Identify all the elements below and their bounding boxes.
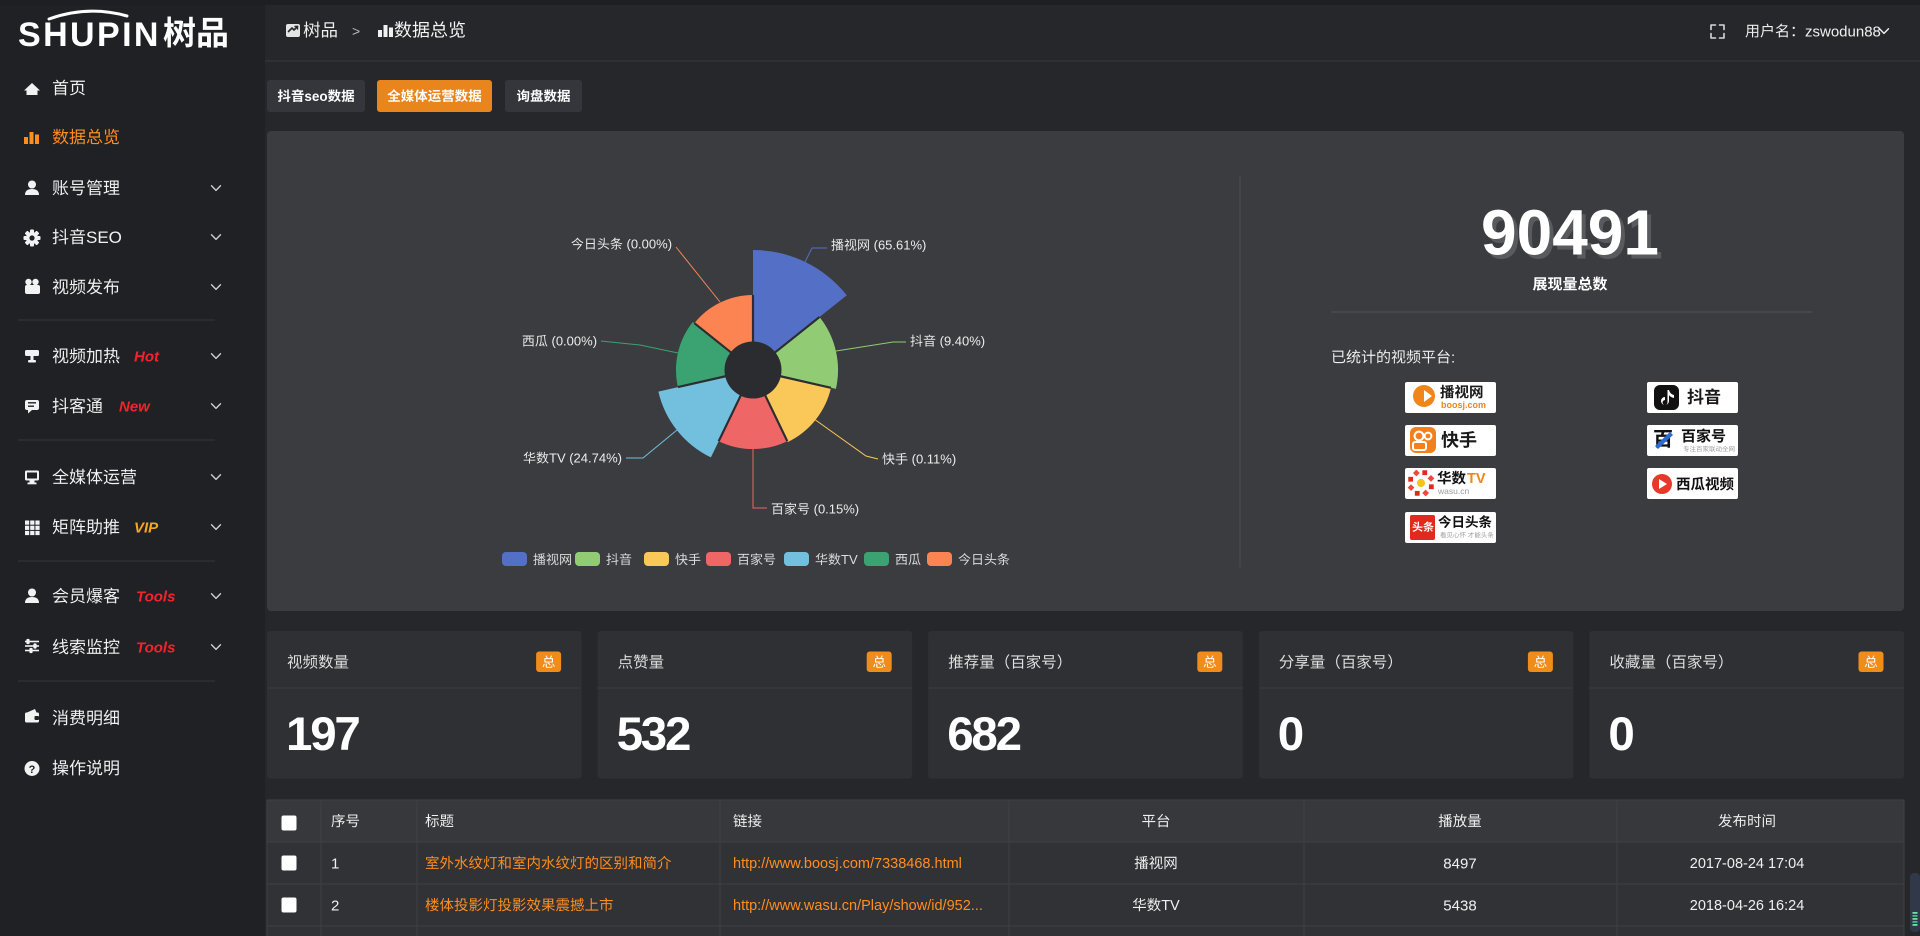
svg-text:5438: 5438 [1443, 897, 1476, 914]
svg-text:Tools: Tools [136, 639, 175, 656]
svg-text:(9.40%): (9.40%) [936, 334, 985, 349]
svg-text:2: 2 [331, 897, 339, 914]
svg-text:boosj.com: boosj.com [1441, 400, 1486, 410]
svg-text:532: 532 [617, 708, 690, 761]
svg-text:http://www.boosj.com/7338468.h: http://www.boosj.com/7338468.html [733, 856, 962, 872]
svg-text:TV (24.74%): TV (24.74%) [549, 451, 622, 466]
svg-text:VIP: VIP [134, 519, 159, 536]
svg-text:zswodun88: zswodun88 [1805, 23, 1881, 40]
svg-text:wasu.cn: wasu.cn [1437, 486, 1469, 496]
svg-text:TV: TV [841, 552, 858, 567]
svg-text:TV: TV [1161, 898, 1180, 914]
svg-text:seo: seo [304, 89, 327, 104]
svg-text:0: 0 [1608, 708, 1633, 761]
svg-text:New: New [119, 398, 151, 415]
svg-text:90491: 90491 [1485, 201, 1663, 273]
svg-text:(65.61%): (65.61%) [870, 238, 926, 253]
svg-text:1: 1 [331, 855, 339, 872]
svg-text:2017-08-24 17:04: 2017-08-24 17:04 [1690, 856, 1805, 872]
svg-text:http://www.wasu.cn/Play/show/i: http://www.wasu.cn/Play/show/id/952... [733, 898, 983, 914]
svg-text:(0.00%): (0.00%) [548, 334, 597, 349]
svg-text:0: 0 [1278, 708, 1303, 761]
svg-text:2018-04-26 16:24: 2018-04-26 16:24 [1690, 898, 1805, 914]
svg-text:SEO: SEO [86, 228, 122, 247]
svg-text:90491: 90491 [1481, 197, 1659, 269]
svg-text:?: ? [29, 764, 36, 776]
svg-text:8497: 8497 [1443, 855, 1476, 872]
svg-text::: : [1451, 349, 1455, 366]
svg-text:(0.00%): (0.00%) [623, 237, 672, 252]
svg-text:>: > [352, 23, 360, 39]
svg-text:Tools: Tools [136, 588, 175, 605]
svg-text:TV: TV [1467, 471, 1486, 487]
svg-text:(0.11%): (0.11%) [908, 452, 956, 467]
svg-text:197: 197 [286, 708, 359, 761]
svg-text:Hot: Hot [134, 348, 160, 365]
svg-text:SHUPIN: SHUPIN [18, 16, 161, 54]
svg-text:(0.15%): (0.15%) [810, 502, 859, 517]
svg-text:682: 682 [947, 708, 1020, 761]
